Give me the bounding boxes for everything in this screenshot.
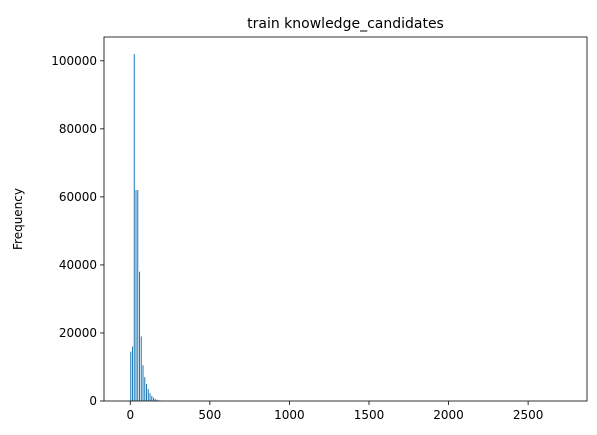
chart-title: train knowledge_candidates bbox=[247, 16, 444, 32]
histogram-bar bbox=[153, 397, 155, 401]
x-tick-label: 1500 bbox=[354, 408, 385, 422]
histogram-bar bbox=[156, 399, 158, 401]
x-tick-label: 2500 bbox=[513, 408, 544, 422]
x-tick-label: 500 bbox=[198, 408, 221, 422]
histogram-bar bbox=[130, 351, 132, 401]
histogram-bar bbox=[133, 54, 135, 402]
y-tick-label: 60000 bbox=[59, 190, 97, 204]
bars-group bbox=[130, 54, 165, 402]
histogram-bar bbox=[137, 190, 139, 401]
histogram-bar bbox=[146, 383, 148, 401]
histogram-bar bbox=[135, 190, 137, 401]
y-tick-label: 40000 bbox=[59, 258, 97, 272]
y-tick-label: 0 bbox=[89, 394, 97, 408]
histogram-bar bbox=[147, 389, 149, 401]
histogram-bar bbox=[132, 346, 134, 401]
plot-frame bbox=[103, 36, 588, 402]
histogram-bar bbox=[149, 393, 151, 401]
y-tick-label: 20000 bbox=[59, 326, 97, 340]
histogram-bar bbox=[151, 395, 153, 401]
y-axis-label: Frequency bbox=[11, 188, 25, 250]
histogram-bar bbox=[140, 336, 142, 401]
x-tick-label: 2000 bbox=[433, 408, 464, 422]
y-tick-label: 80000 bbox=[59, 122, 97, 136]
histogram-bar bbox=[154, 398, 156, 401]
x-tick-label: 1000 bbox=[274, 408, 305, 422]
x-ticks-group: 0 500 1000 1500 2000 2500 bbox=[126, 401, 543, 422]
y-ticks-group: 0 20000 40000 60000 80000 100000 bbox=[51, 54, 104, 408]
histogram-bar bbox=[144, 377, 146, 401]
histogram-bar bbox=[142, 365, 144, 401]
x-tick-label: 0 bbox=[126, 408, 134, 422]
y-tick-label: 100000 bbox=[51, 54, 97, 68]
histogram-bar bbox=[139, 271, 141, 401]
